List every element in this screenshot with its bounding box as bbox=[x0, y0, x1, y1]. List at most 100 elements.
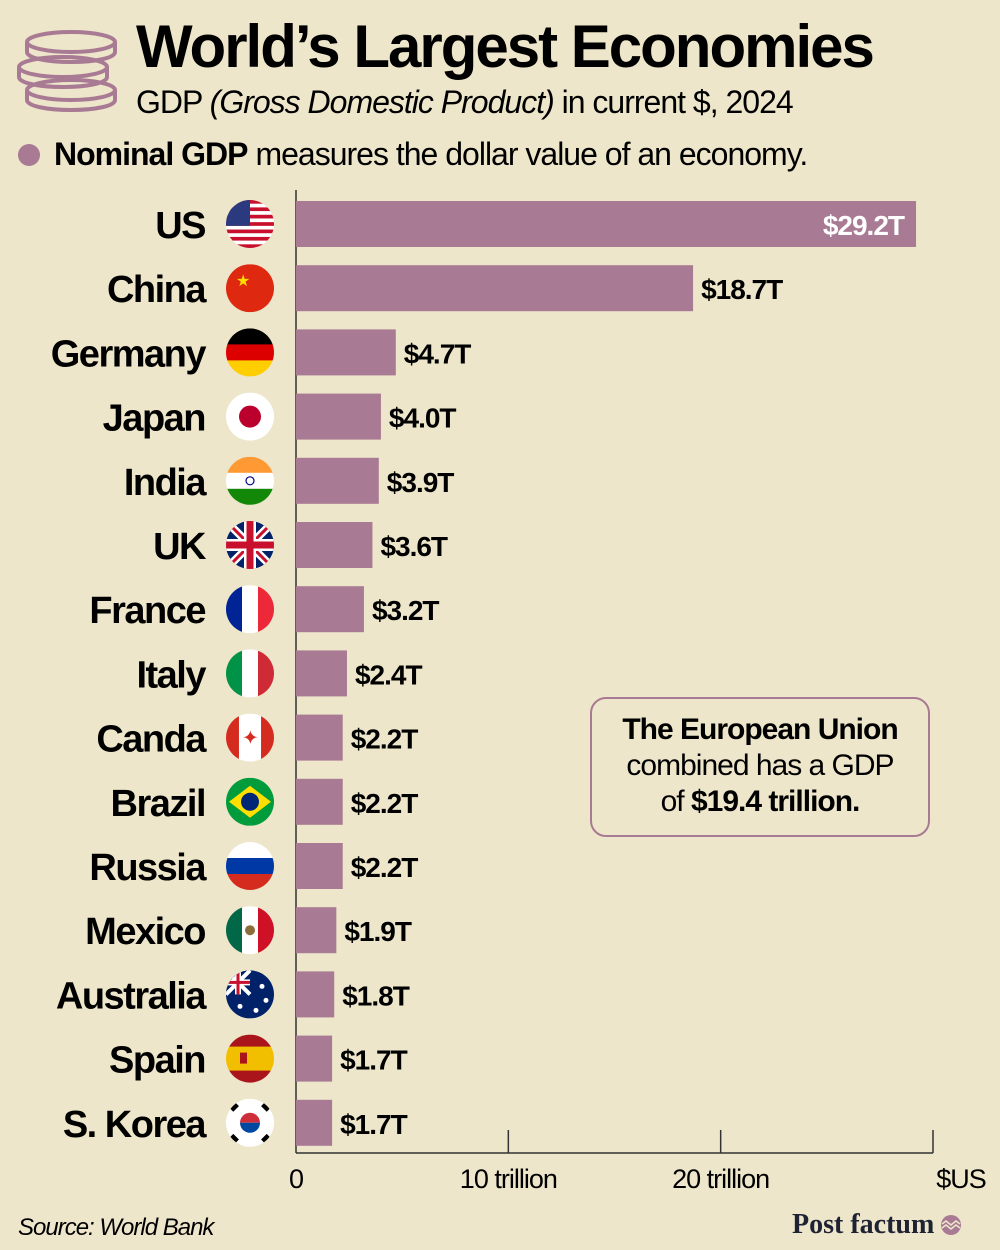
bar bbox=[296, 265, 694, 312]
legend-note: Nominal GDP measures the dollar value of … bbox=[18, 136, 808, 173]
bar bbox=[296, 1035, 333, 1082]
bar-row: India $3.9T bbox=[124, 456, 455, 505]
russia-flag-icon bbox=[226, 842, 274, 890]
note-text: measures the dollar value of an economy. bbox=[255, 136, 808, 172]
chart-title: World’s Largest Economies bbox=[136, 13, 875, 80]
bar-row: Spain $1.7T bbox=[109, 1034, 409, 1083]
bar bbox=[296, 457, 379, 504]
post-factum-logo-icon bbox=[941, 1215, 962, 1235]
bar-row: France $3.2T bbox=[89, 585, 440, 634]
svg-text:★: ★ bbox=[236, 273, 250, 290]
bar bbox=[296, 201, 917, 247]
category-label: India bbox=[124, 462, 208, 504]
x-tick-label: $US bbox=[936, 1164, 986, 1194]
subtitle-prefix: GDP bbox=[136, 84, 203, 120]
bar bbox=[296, 522, 373, 568]
france-flag-icon bbox=[226, 585, 274, 634]
bar bbox=[296, 778, 343, 825]
data-label: $4.0T bbox=[389, 403, 456, 434]
data-label: $3.6T bbox=[380, 531, 447, 562]
callout-line1: The European Union bbox=[622, 713, 898, 746]
callout-value: $19.4 trillion. bbox=[690, 785, 860, 818]
bar-row: Russia $2.2T bbox=[89, 842, 419, 890]
category-label: Japan bbox=[103, 398, 205, 440]
data-label: $18.7T bbox=[701, 274, 783, 305]
category-label: Russia bbox=[89, 847, 207, 889]
category-label: China bbox=[107, 269, 207, 311]
bar bbox=[296, 907, 337, 954]
brazil-flag-icon bbox=[226, 777, 274, 826]
data-label: $2.2T bbox=[351, 724, 418, 755]
uk-flag-icon bbox=[226, 521, 274, 569]
bar-row: Germany $4.7T bbox=[51, 328, 472, 377]
category-label: France bbox=[89, 590, 205, 632]
data-label: $2.4T bbox=[355, 659, 422, 690]
bar bbox=[296, 1099, 333, 1146]
india-flag-icon bbox=[226, 456, 274, 505]
category-label: Spain bbox=[109, 1040, 205, 1082]
italy-flag-icon bbox=[226, 649, 274, 698]
data-label: $1.7T bbox=[340, 1109, 407, 1140]
source-note: Source: World Bank bbox=[18, 1214, 214, 1241]
category-label: S. Korea bbox=[63, 1104, 208, 1146]
data-label: $29.2T bbox=[823, 210, 905, 241]
bar-row: Canda ✦ $2.2T bbox=[96, 713, 419, 762]
bar-row: US $29.2T bbox=[155, 200, 917, 248]
data-label: $2.2T bbox=[351, 788, 418, 819]
bar bbox=[296, 714, 343, 761]
bar-row: Italy $2.4T bbox=[136, 649, 423, 698]
bar-row: Brazil $2.2T bbox=[111, 777, 419, 826]
data-label: $3.9T bbox=[387, 467, 454, 498]
bar bbox=[296, 971, 335, 1018]
subtitle-italic: (Gross Domestic Product) bbox=[209, 84, 555, 120]
category-label: Mexico bbox=[85, 911, 205, 953]
australia-flag-icon bbox=[226, 970, 274, 1019]
bar bbox=[296, 586, 364, 633]
category-label: UK bbox=[153, 526, 207, 568]
data-label: $4.7T bbox=[404, 338, 471, 369]
callout-line2: combined has a GDP bbox=[626, 749, 894, 782]
svg-text:✦: ✦ bbox=[242, 728, 259, 750]
category-label: Australia bbox=[56, 975, 207, 1017]
bar-row: Japan $4.0T bbox=[103, 392, 457, 441]
x-tick-label: 10 trillion bbox=[460, 1164, 557, 1194]
data-label: $1.9T bbox=[344, 916, 411, 947]
category-label: US bbox=[155, 205, 205, 247]
japan-flag-icon bbox=[226, 392, 274, 441]
bar bbox=[296, 393, 381, 440]
category-label: Brazil bbox=[111, 783, 205, 825]
bar bbox=[296, 329, 396, 376]
us-flag-icon bbox=[226, 200, 274, 248]
data-label: $3.2T bbox=[372, 595, 439, 626]
x-tick-label: 0 bbox=[289, 1164, 303, 1194]
category-label: Italy bbox=[136, 654, 206, 696]
data-label: $1.8T bbox=[342, 980, 409, 1011]
brand-name: Post factum bbox=[792, 1209, 935, 1240]
chart-subtitle: GDP (Gross Domestic Product) in current … bbox=[136, 84, 794, 121]
brand-logo: Post factum bbox=[792, 1209, 962, 1241]
bar-row: Mexico $1.9T bbox=[85, 906, 413, 955]
category-label: Canda bbox=[96, 719, 207, 761]
coins-stack-icon bbox=[17, 30, 117, 113]
bar bbox=[296, 650, 347, 697]
bar-row: UK $3.6T bbox=[153, 521, 449, 569]
bar-row: Australia $1.8T bbox=[56, 970, 411, 1019]
data-label: $2.2T bbox=[351, 852, 418, 883]
china-flag-icon: ★ bbox=[226, 264, 274, 313]
bar bbox=[296, 843, 343, 889]
callout-line3-prefix: of bbox=[660, 785, 685, 818]
x-tick-label: 20 trillion bbox=[672, 1164, 769, 1194]
bar-row: S. Korea $1.7T bbox=[63, 1098, 409, 1147]
spain-flag-icon bbox=[226, 1034, 274, 1083]
south-korea-flag-icon bbox=[226, 1098, 274, 1147]
bar-row: China ★ $18.7T bbox=[107, 264, 784, 313]
category-label: Germany bbox=[51, 333, 207, 375]
subtitle-suffix: in current $, 2024 bbox=[561, 84, 794, 120]
mexico-flag-icon bbox=[226, 906, 274, 955]
canada-flag-icon: ✦ bbox=[226, 713, 274, 762]
data-label: $1.7T bbox=[340, 1045, 407, 1076]
note-bold: Nominal GDP bbox=[54, 136, 248, 172]
eu-callout: The European Union combined has a GDP of… bbox=[590, 697, 930, 837]
legend-dot-icon bbox=[18, 143, 40, 166]
